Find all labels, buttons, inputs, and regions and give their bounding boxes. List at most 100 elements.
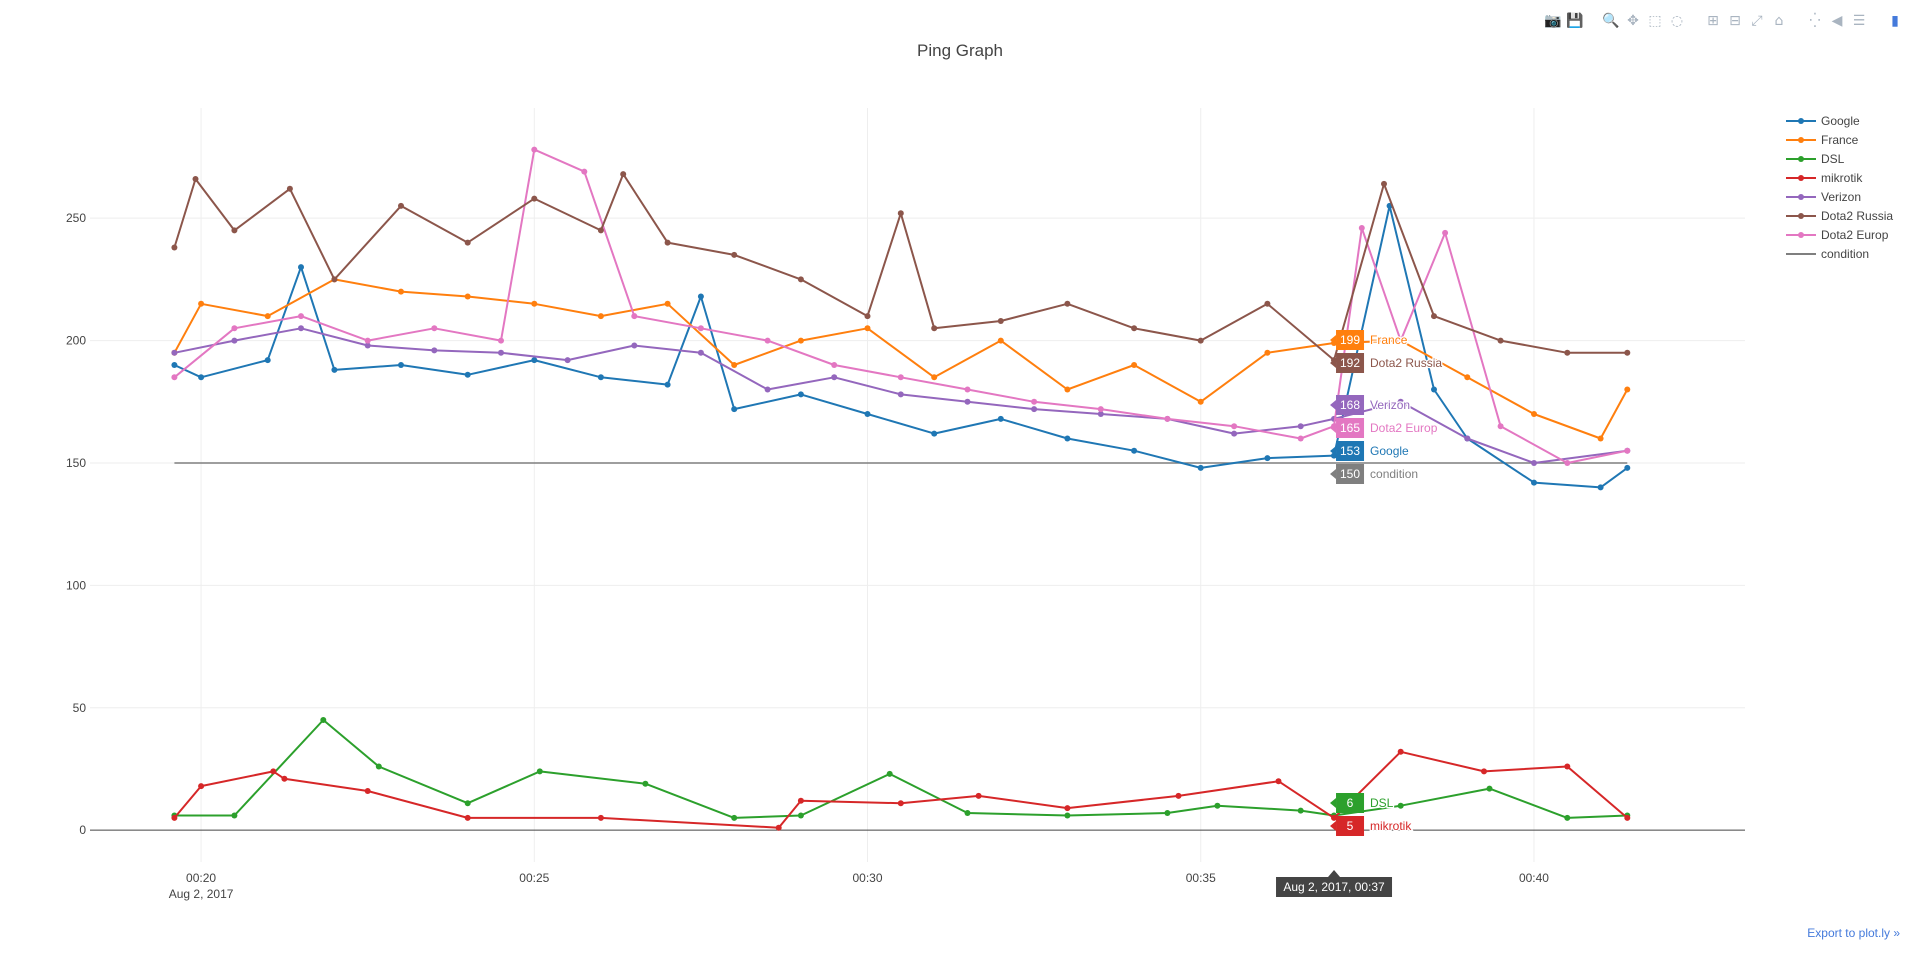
save-icon[interactable]: 💾 — [1566, 13, 1584, 29]
data-point[interactable] — [1131, 447, 1138, 454]
data-point[interactable] — [171, 244, 178, 251]
spike-lines-icon[interactable]: ⁛ — [1809, 13, 1821, 29]
data-point[interactable] — [664, 381, 671, 388]
data-point[interactable] — [931, 325, 938, 332]
data-point[interactable] — [464, 239, 471, 246]
zoom-in-icon[interactable]: ⊞ — [1707, 13, 1719, 29]
data-point[interactable] — [764, 337, 771, 344]
data-point[interactable] — [964, 398, 971, 405]
data-point[interactable] — [1097, 411, 1104, 417]
data-point[interactable] — [1214, 802, 1221, 809]
legend-item-mikrotik[interactable]: mikrotik — [1786, 171, 1863, 185]
data-point[interactable] — [192, 176, 199, 182]
data-point[interactable] — [298, 313, 304, 320]
data-point[interactable] — [1481, 768, 1487, 775]
data-point[interactable] — [797, 812, 804, 819]
data-point[interactable] — [597, 227, 604, 234]
data-point[interactable] — [1497, 423, 1504, 430]
data-point[interactable] — [1486, 785, 1493, 792]
data-point[interactable] — [1264, 349, 1271, 356]
data-point[interactable] — [498, 349, 504, 356]
data-point[interactable] — [964, 810, 971, 816]
data-point[interactable] — [1197, 398, 1204, 405]
data-point[interactable] — [1264, 455, 1271, 462]
data-point[interactable] — [536, 768, 543, 775]
legend-item-verizon[interactable]: Verizon — [1786, 190, 1861, 204]
data-point[interactable] — [864, 325, 871, 332]
data-point[interactable] — [331, 276, 338, 283]
data-point[interactable] — [1564, 349, 1571, 356]
data-point[interactable] — [431, 347, 438, 354]
data-point[interactable] — [697, 293, 704, 300]
data-point[interactable] — [375, 763, 382, 770]
data-point[interactable] — [231, 227, 238, 234]
data-point[interactable] — [1397, 337, 1404, 344]
data-point[interactable] — [364, 788, 371, 794]
data-point[interactable] — [1197, 464, 1204, 471]
data-point[interactable] — [398, 202, 404, 209]
data-point[interactable] — [1331, 814, 1337, 821]
data-point[interactable] — [464, 371, 471, 378]
data-point[interactable] — [975, 792, 982, 799]
data-point[interactable] — [1164, 810, 1171, 816]
data-point[interactable] — [597, 374, 604, 381]
data-point[interactable] — [697, 325, 704, 332]
data-point[interactable] — [1097, 406, 1104, 413]
legend-item-dsl[interactable]: DSL — [1786, 152, 1845, 166]
data-point[interactable] — [531, 146, 538, 153]
data-point[interactable] — [286, 185, 293, 192]
data-point[interactable] — [231, 812, 238, 819]
data-point[interactable] — [1464, 374, 1471, 381]
data-point[interactable] — [664, 300, 671, 307]
data-point[interactable] — [642, 780, 649, 787]
data-point[interactable] — [797, 391, 804, 398]
data-point[interactable] — [1564, 814, 1571, 821]
legend-item-google[interactable]: Google — [1786, 114, 1860, 128]
data-point[interactable] — [1597, 435, 1604, 442]
data-point[interactable] — [1297, 807, 1304, 814]
data-point[interactable] — [1164, 415, 1171, 422]
data-point[interactable] — [886, 770, 893, 777]
data-point[interactable] — [464, 814, 471, 821]
plotly-logo-icon[interactable]: ▮ — [1891, 13, 1899, 29]
data-point[interactable] — [1531, 479, 1537, 486]
data-point[interactable] — [797, 337, 804, 344]
data-point[interactable] — [171, 374, 178, 381]
box-select-icon[interactable]: ⬚ — [1648, 13, 1662, 29]
data-point[interactable] — [270, 768, 277, 775]
data-point[interactable] — [631, 342, 638, 349]
data-point[interactable] — [398, 288, 404, 295]
data-point[interactable] — [464, 293, 471, 300]
data-point[interactable] — [431, 325, 438, 332]
data-point[interactable] — [198, 783, 205, 790]
data-point[interactable] — [864, 313, 871, 320]
data-point[interactable] — [298, 264, 304, 271]
data-point[interactable] — [320, 717, 327, 723]
data-point[interactable] — [1064, 435, 1071, 442]
data-point[interactable] — [775, 824, 782, 831]
data-point[interactable] — [1531, 411, 1537, 417]
data-point[interactable] — [1624, 349, 1631, 356]
hover-compare-icon[interactable]: ☰ — [1852, 13, 1866, 29]
legend-item-dota2-russia[interactable]: Dota2 Russia — [1786, 209, 1893, 223]
data-point[interactable] — [731, 406, 738, 413]
data-point[interactable] — [931, 430, 938, 437]
data-point[interactable] — [897, 374, 904, 381]
data-point[interactable] — [1564, 763, 1571, 770]
reset-axes-icon[interactable]: ⌂ — [1774, 13, 1784, 29]
data-point[interactable] — [364, 337, 371, 344]
data-point[interactable] — [264, 357, 271, 364]
camera-icon[interactable]: 📷 — [1544, 13, 1562, 29]
data-point[interactable] — [997, 318, 1004, 324]
zoom-icon[interactable]: 🔍 — [1602, 13, 1620, 29]
pan-icon[interactable]: ✥ — [1627, 13, 1639, 29]
data-point[interactable] — [1397, 398, 1404, 405]
data-point[interactable] — [564, 357, 571, 364]
data-point[interactable] — [198, 300, 205, 307]
data-point[interactable] — [1497, 337, 1504, 344]
data-point[interactable] — [1231, 423, 1238, 430]
data-point[interactable] — [1597, 484, 1604, 491]
autoscale-icon[interactable]: ⤢ — [1751, 13, 1763, 29]
data-point[interactable] — [531, 195, 538, 202]
